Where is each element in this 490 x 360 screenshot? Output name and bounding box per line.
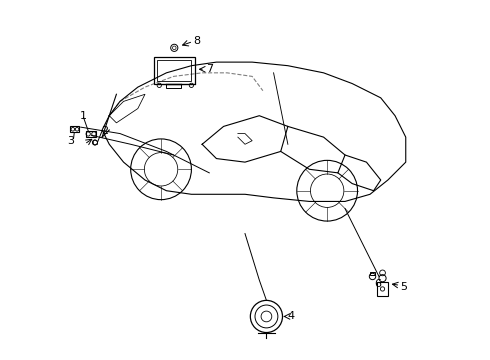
Text: 4: 4 bbox=[287, 311, 294, 321]
Bar bbox=[86, 131, 96, 137]
Bar bbox=[370, 272, 375, 275]
Bar bbox=[377, 282, 388, 296]
Bar bbox=[166, 84, 181, 88]
Bar bbox=[70, 126, 79, 132]
Text: 2: 2 bbox=[101, 126, 108, 136]
Bar bbox=[157, 60, 192, 81]
Text: 6: 6 bbox=[374, 279, 381, 289]
Text: 5: 5 bbox=[400, 282, 408, 292]
Text: 8: 8 bbox=[193, 36, 200, 46]
Text: 7: 7 bbox=[206, 64, 213, 74]
Bar bbox=[154, 57, 195, 84]
Text: 1: 1 bbox=[80, 111, 87, 121]
Text: 3: 3 bbox=[67, 136, 74, 146]
